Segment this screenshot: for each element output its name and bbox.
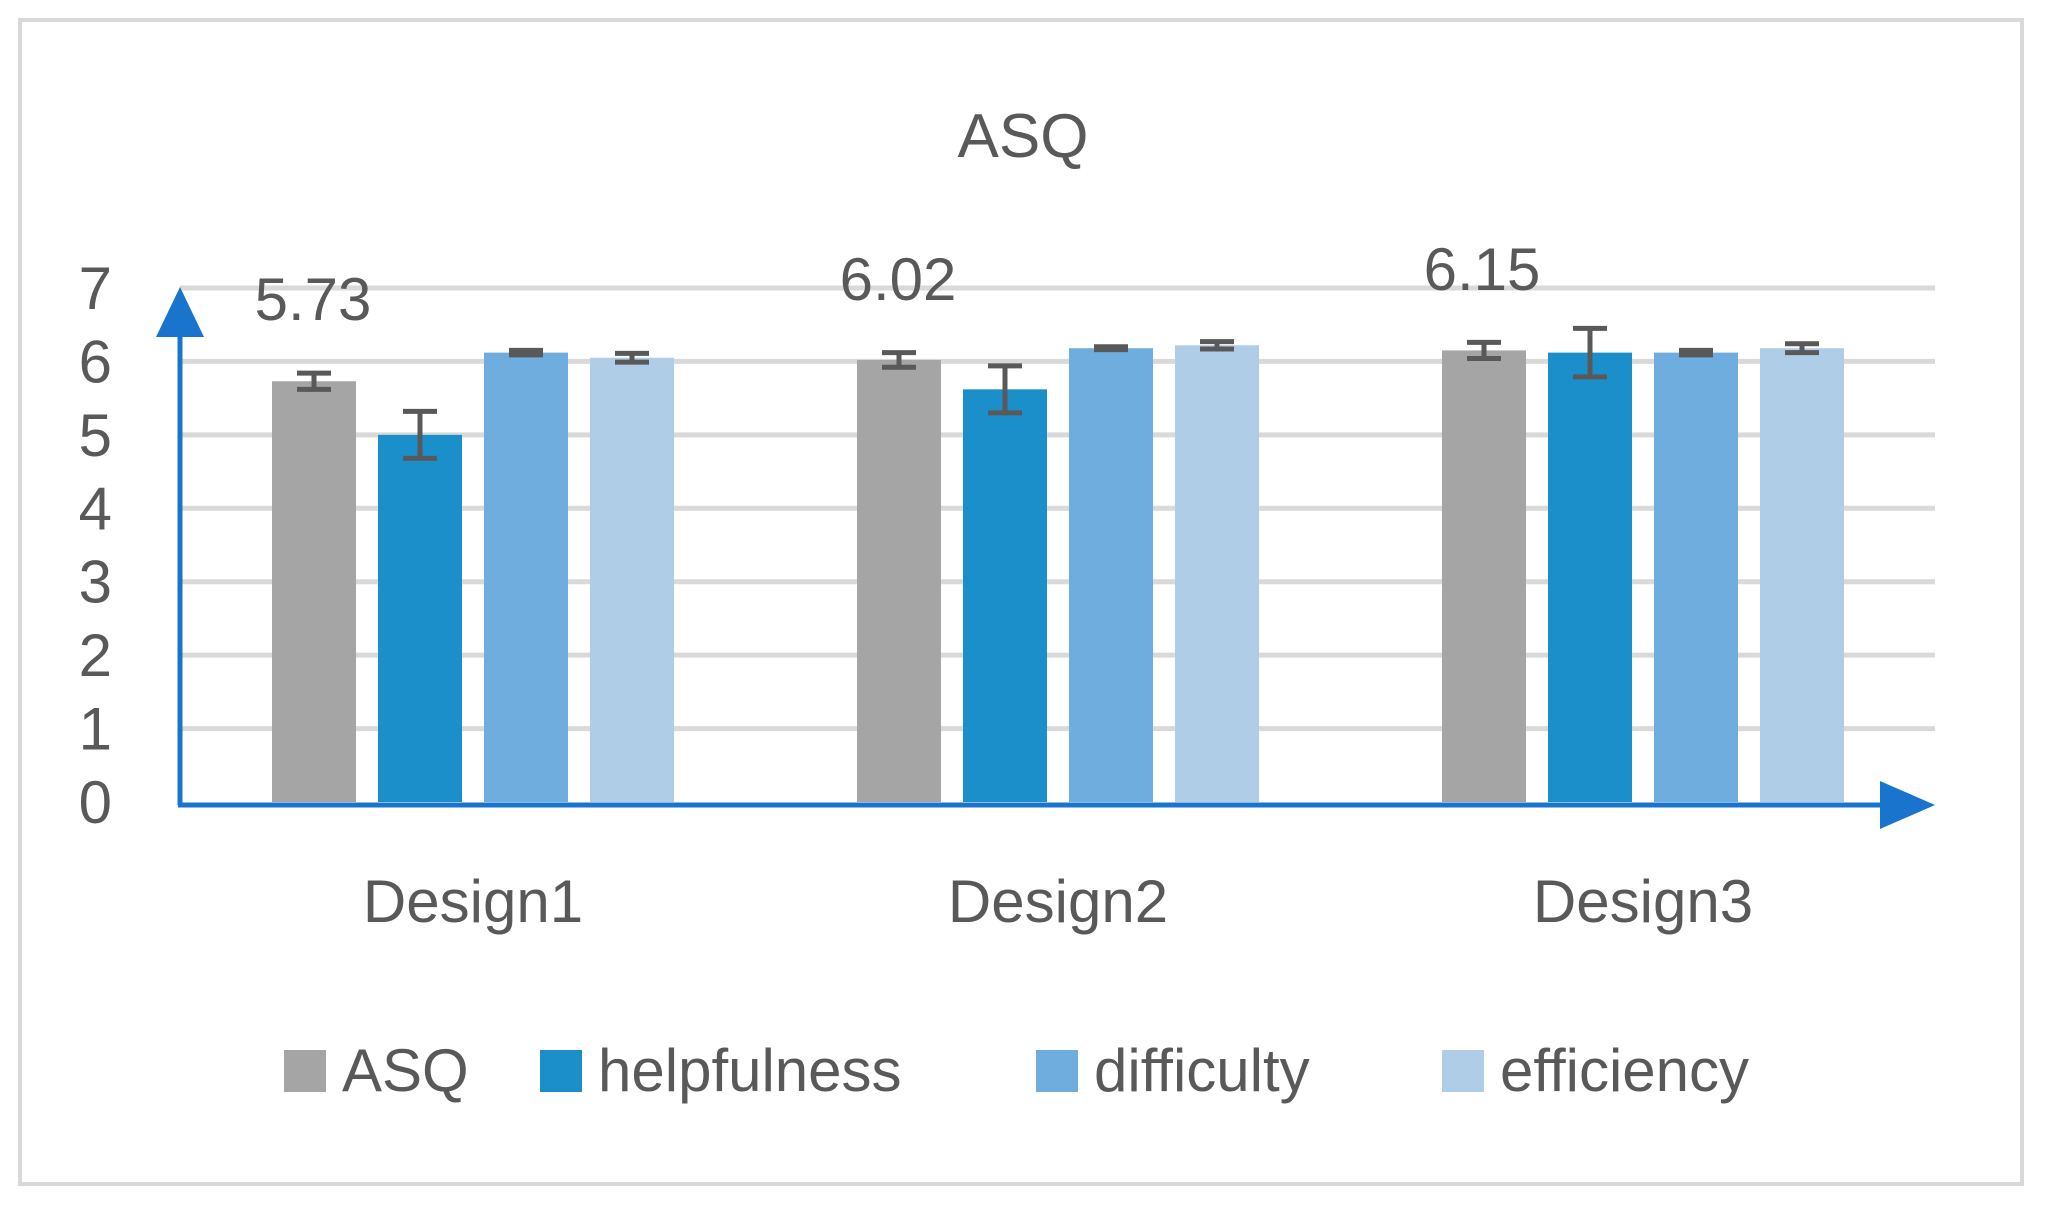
y-tick-label: 2 [79,622,112,689]
legend: ASQ helpfulness difficulty efficiency [284,1037,1749,1104]
bar-ASQ-Design3 [1442,350,1526,802]
bar-helpfulness-Design2 [963,389,1047,802]
x-axis-arrow [1880,781,1935,829]
bar-difficulty-Design1 [484,352,568,802]
error-bar-helpfulness-Design3 [1573,325,1607,380]
bars [272,345,1844,802]
legend-label: ASQ [342,1037,469,1104]
bar-difficulty-Design3 [1654,352,1738,802]
error-bar-difficulty-Design3 [1679,347,1713,358]
bar-ASQ-Design2 [857,359,941,802]
bar-efficiency-Design3 [1760,348,1844,802]
legend-item: helpfulness [540,1037,902,1104]
error-bar-difficulty-Design2 [1094,344,1128,353]
error-bar-ASQ-Design2 [882,350,916,370]
legend-label: efficiency [1500,1037,1749,1104]
legend-item: efficiency [1442,1037,1749,1104]
data-label: 5.73 [255,266,372,333]
error-bars [297,325,1819,461]
axes [156,287,1935,829]
y-tick-label: 0 [79,769,112,836]
bar-efficiency-Design1 [590,357,674,802]
bar-efficiency-Design2 [1175,345,1259,802]
legend-swatch [1442,1050,1484,1092]
error-bar-efficiency-Design3 [1785,341,1819,356]
legend-label: helpfulness [598,1037,902,1104]
y-axis-arrow [156,287,204,337]
error-bar-efficiency-Design2 [1200,339,1234,352]
error-bar-efficiency-Design1 [615,350,649,365]
bar-ASQ-Design1 [272,381,356,802]
gridlines [180,285,1935,732]
bar-helpfulness-Design1 [378,434,462,802]
error-bar-difficulty-Design1 [509,347,543,358]
bar-helpfulness-Design3 [1548,352,1632,802]
x-category-label: Design3 [1533,868,1753,935]
error-bar-ASQ-Design3 [1467,339,1501,361]
error-bar-helpfulness-Design2 [988,363,1022,416]
legend-item: difficulty [1036,1037,1310,1104]
legend-swatch [284,1050,326,1092]
x-category-label: Design2 [948,868,1168,935]
legend-item: ASQ [284,1037,469,1104]
chart-title: ASQ [958,102,1089,171]
y-tick-label: 1 [79,696,112,763]
bar-difficulty-Design2 [1069,348,1153,802]
y-tick-label: 6 [79,328,112,395]
data-labels: 5.73 6.02 6.15 [255,236,1541,333]
y-tick-label: 7 [79,255,112,322]
data-label: 6.02 [840,246,957,313]
y-tick-label: 4 [79,475,112,542]
legend-swatch [540,1050,582,1092]
legend-label: difficulty [1094,1037,1310,1104]
category-labels: Design1 Design2 Design3 [363,868,1753,935]
error-bar-helpfulness-Design1 [403,408,437,461]
x-category-label: Design1 [363,868,583,935]
y-axis-ticks: 0 1 2 3 4 5 6 7 [79,255,112,836]
y-tick-label: 3 [79,549,112,616]
legend-swatch [1036,1050,1078,1092]
error-bar-ASQ-Design1 [297,370,331,392]
y-tick-label: 5 [79,402,112,469]
data-label: 6.15 [1424,236,1541,303]
